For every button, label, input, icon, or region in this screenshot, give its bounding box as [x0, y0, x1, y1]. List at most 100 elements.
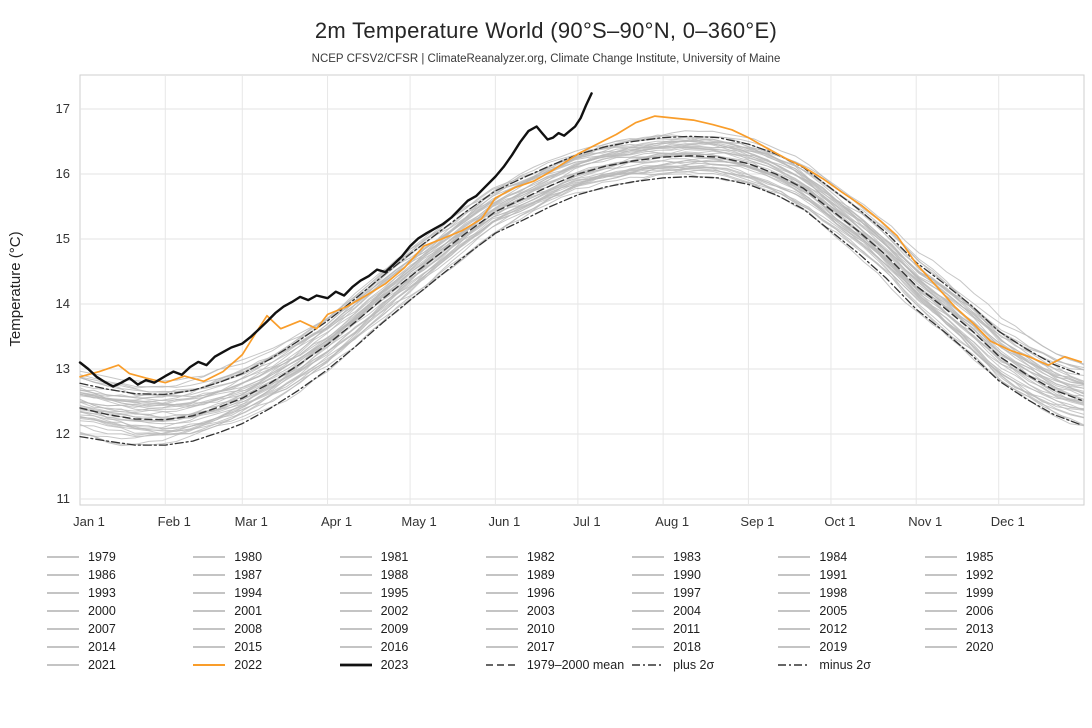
legend-item-1997[interactable]: 1997 [631, 586, 771, 600]
legend-line-sample [924, 628, 957, 630]
y-tick-label: 16 [56, 166, 70, 181]
legend-item-1994[interactable]: 1994 [192, 586, 332, 600]
legend-line-sample [924, 556, 957, 558]
legend-label: 1999 [965, 586, 994, 600]
legend-item-1983[interactable]: 1983 [631, 550, 771, 564]
legend-line-sample [778, 610, 811, 612]
legend-label: 2007 [88, 622, 116, 636]
legend-label: 2008 [234, 622, 263, 636]
legend-item-1990[interactable]: 1990 [631, 568, 771, 582]
legend-item-1992[interactable]: 1992 [924, 568, 1064, 582]
legend-item-2022[interactable]: 2022 [192, 658, 332, 672]
legend-line-sample [47, 574, 79, 576]
chart-area: 11 12 13 14 15 16 17 Jan 1 Feb 1 Mar 1 Apr 1 May 1 J… [0, 67, 1092, 544]
year-line-2019 [79, 134, 1085, 389]
y-axis-title: Temperature (°C) [7, 231, 24, 346]
legend-item-2007[interactable]: 2007 [46, 622, 186, 636]
legend-label: 2003 [526, 604, 555, 618]
legend-item-1981[interactable]: 1981 [339, 550, 479, 564]
legend-item-2021[interactable]: 2021 [46, 658, 186, 672]
x-tick-label: Apr 1 [321, 514, 352, 529]
x-tick-label: Sep 1 [740, 514, 774, 529]
legend-line-sample [924, 574, 957, 576]
legend-item-2001[interactable]: 2001 [192, 604, 332, 618]
legend-item-1999[interactable]: 1999 [924, 586, 1064, 600]
legend-line-sample [339, 610, 372, 612]
legend-line-sample [193, 646, 226, 648]
legend-item-2012[interactable]: 2012 [777, 622, 917, 636]
legend-label: plus 2σ [673, 658, 715, 672]
legend-line-sample [778, 664, 811, 666]
legend-item-1985[interactable]: 1985 [924, 550, 1064, 564]
legend-item-1979[interactable]: 1979 [46, 550, 186, 564]
y-tick-label: 13 [56, 361, 70, 376]
legend-line-sample [47, 628, 79, 630]
legend-line-sample [485, 556, 518, 558]
legend-item-2020[interactable]: 2020 [924, 640, 1064, 654]
legend-item-2014[interactable]: 2014 [46, 640, 186, 654]
legend-item-2010[interactable]: 2010 [485, 622, 625, 636]
legend-item-2006[interactable]: 2006 [924, 604, 1064, 618]
legend-item-1984[interactable]: 1984 [777, 550, 917, 564]
legend-line-sample [193, 592, 226, 594]
legend-item-2017[interactable]: 2017 [485, 640, 625, 654]
legend-item-2015[interactable]: 2015 [192, 640, 332, 654]
legend-item-1998[interactable]: 1998 [777, 586, 917, 600]
y-tick-label: 14 [56, 296, 70, 311]
x-tick-label: Dec 1 [991, 514, 1025, 529]
year-line-1989 [79, 157, 1085, 432]
legend-item-1989[interactable]: 1989 [485, 568, 625, 582]
legend-line-sample [193, 574, 226, 576]
legend-item-2008[interactable]: 2008 [192, 622, 332, 636]
x-tick-label: Mar 1 [235, 514, 268, 529]
series-line-y2022 [79, 115, 1083, 384]
year-line-1992 [79, 163, 1085, 425]
legend-line-sample [924, 646, 957, 648]
x-tick-label: Feb 1 [158, 514, 191, 529]
legend-item-1996[interactable]: 1996 [485, 586, 625, 600]
legend-item-2000[interactable]: 2000 [46, 604, 186, 618]
legend-item-1991[interactable]: 1991 [777, 568, 917, 582]
x-tick-label: Oct 1 [824, 514, 855, 529]
legend-line-sample [632, 628, 665, 630]
legend-label: 2019 [819, 640, 848, 654]
legend-label: 1992 [965, 568, 994, 582]
legend-item-1979-2000-mean[interactable]: 1979–2000 mean [485, 658, 625, 672]
legend-label: 1994 [234, 586, 263, 600]
legend-item-2004[interactable]: 2004 [631, 604, 771, 618]
legend-item-plus-2-[interactable]: plus 2σ [631, 658, 771, 672]
legend-item-minus-2-[interactable]: minus 2σ [777, 658, 917, 672]
x-tick-label: Aug 1 [655, 514, 689, 529]
legend-line-sample [47, 646, 79, 648]
legend-label: 1983 [673, 550, 701, 564]
legend-item-2005[interactable]: 2005 [777, 604, 917, 618]
legend-label: 2010 [526, 622, 555, 636]
legend-item-2013[interactable]: 2013 [924, 622, 1064, 636]
legend-item-1988[interactable]: 1988 [339, 568, 479, 582]
legend-item-1986[interactable]: 1986 [46, 568, 186, 582]
legend-item-2009[interactable]: 2009 [339, 622, 479, 636]
legend-label: 2021 [88, 658, 116, 672]
legend-item-1982[interactable]: 1982 [485, 550, 625, 564]
legend-item-2016[interactable]: 2016 [339, 640, 479, 654]
legend-label: 2009 [380, 622, 409, 636]
legend-line-sample [485, 646, 518, 648]
legend-label: 1979 [88, 550, 116, 564]
legend-item-2002[interactable]: 2002 [339, 604, 479, 618]
legend-line-sample [193, 610, 226, 612]
legend-item-1980[interactable]: 1980 [192, 550, 332, 564]
legend-item-1995[interactable]: 1995 [339, 586, 479, 600]
legend-item-2023[interactable]: 2023 [339, 658, 479, 672]
temperature-plot[interactable]: 11 12 13 14 15 16 17 Jan 1 Feb 1 Mar 1 Apr 1 May 1 J… [0, 67, 1092, 539]
legend-item-1993[interactable]: 1993 [46, 586, 186, 600]
series-line-y2023 [78, 92, 593, 388]
legend-item-1987[interactable]: 1987 [192, 568, 332, 582]
legend-item-2011[interactable]: 2011 [631, 622, 771, 636]
legend-item-2003[interactable]: 2003 [485, 604, 625, 618]
legend-line-sample [632, 610, 665, 612]
legend-item-2019[interactable]: 2019 [777, 640, 917, 654]
chart-title: 2m Temperature World (90°S–90°N, 0–360°E… [314, 18, 778, 43]
legend-item-2018[interactable]: 2018 [631, 640, 771, 654]
legend-line-sample [632, 574, 665, 576]
